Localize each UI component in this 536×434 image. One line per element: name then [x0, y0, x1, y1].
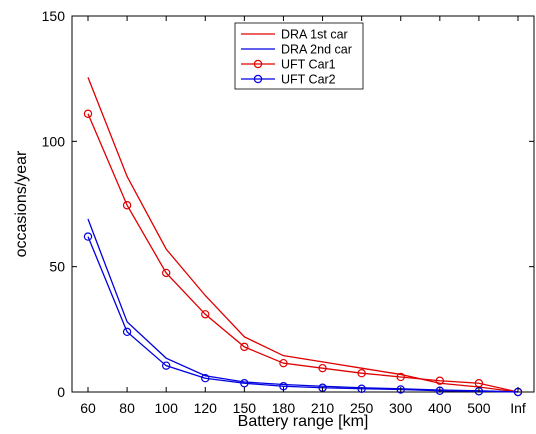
- axes-layer: 0 50 100 150 60 80 100 120 150 180 210 250 300 400 500…: [42, 8, 534, 416]
- x-tick-label: 300: [389, 400, 413, 416]
- data-point: [201, 374, 210, 383]
- y-axis-label: occasions/year: [13, 150, 30, 257]
- x-tick-label: 180: [272, 400, 296, 416]
- x-tick-label: 500: [467, 400, 491, 416]
- series-line-uft-car2: [87, 236, 519, 393]
- y-tick-label: 0: [57, 384, 65, 400]
- data-point: [240, 379, 249, 388]
- legend-label: DRA 1st car: [281, 28, 348, 42]
- data-point: [83, 232, 93, 241]
- legend-item: DRA 1st car: [241, 28, 348, 42]
- data-point: [161, 268, 171, 278]
- x-tick-label: 60: [80, 400, 96, 416]
- plot-area-border: [71, 15, 535, 393]
- series-line-uft-car1: [87, 113, 519, 393]
- series-dra-1st-car: [87, 77, 519, 393]
- legend-item: UFT Car2: [241, 73, 336, 87]
- series-uft-car2: [83, 232, 523, 397]
- plot-frame: [71, 15, 535, 393]
- legend-item: UFT Car1: [241, 58, 336, 72]
- data-point: [396, 372, 405, 382]
- data-point: [435, 376, 445, 385]
- legend-label: UFT Car2: [281, 73, 336, 87]
- series-line-dra-2nd-car: [87, 218, 519, 393]
- data-point: [161, 361, 171, 370]
- data-point: [83, 109, 93, 118]
- x-tick-label: 400: [428, 400, 452, 416]
- data-point: [474, 379, 484, 388]
- data-point: [279, 358, 288, 368]
- y-tick-label: 150: [42, 8, 66, 24]
- data-point: [357, 369, 366, 378]
- data-point: [122, 201, 132, 210]
- data-point: [240, 342, 249, 352]
- x-tick-label: 120: [194, 400, 218, 416]
- x-axis-label: Battery range [km]: [238, 413, 369, 430]
- legend-swatch-marker: [253, 74, 263, 84]
- data-point: [396, 385, 405, 394]
- legend-swatch-marker: [253, 59, 263, 69]
- y-tick-label: 100: [42, 133, 66, 149]
- x-tick-label: 100: [155, 400, 179, 416]
- x-tick-label: 250: [350, 400, 374, 416]
- data-point: [357, 384, 366, 393]
- series-dra-2nd-car: [87, 218, 519, 393]
- data-point: [318, 363, 327, 373]
- series-line-dra-1st-car: [87, 77, 519, 393]
- legend-label: UFT Car1: [281, 58, 336, 72]
- y-tick-label: 50: [49, 259, 65, 275]
- x-tick-label: 150: [233, 400, 257, 416]
- x-tick-label: 210: [311, 400, 335, 416]
- data-point: [122, 327, 132, 337]
- data-point: [201, 310, 210, 319]
- legend-label: DRA 2nd car: [281, 43, 352, 57]
- x-tick-label: 80: [119, 400, 135, 416]
- x-tick-label: Inf: [510, 400, 526, 416]
- legend-item: DRA 2nd car: [241, 43, 352, 57]
